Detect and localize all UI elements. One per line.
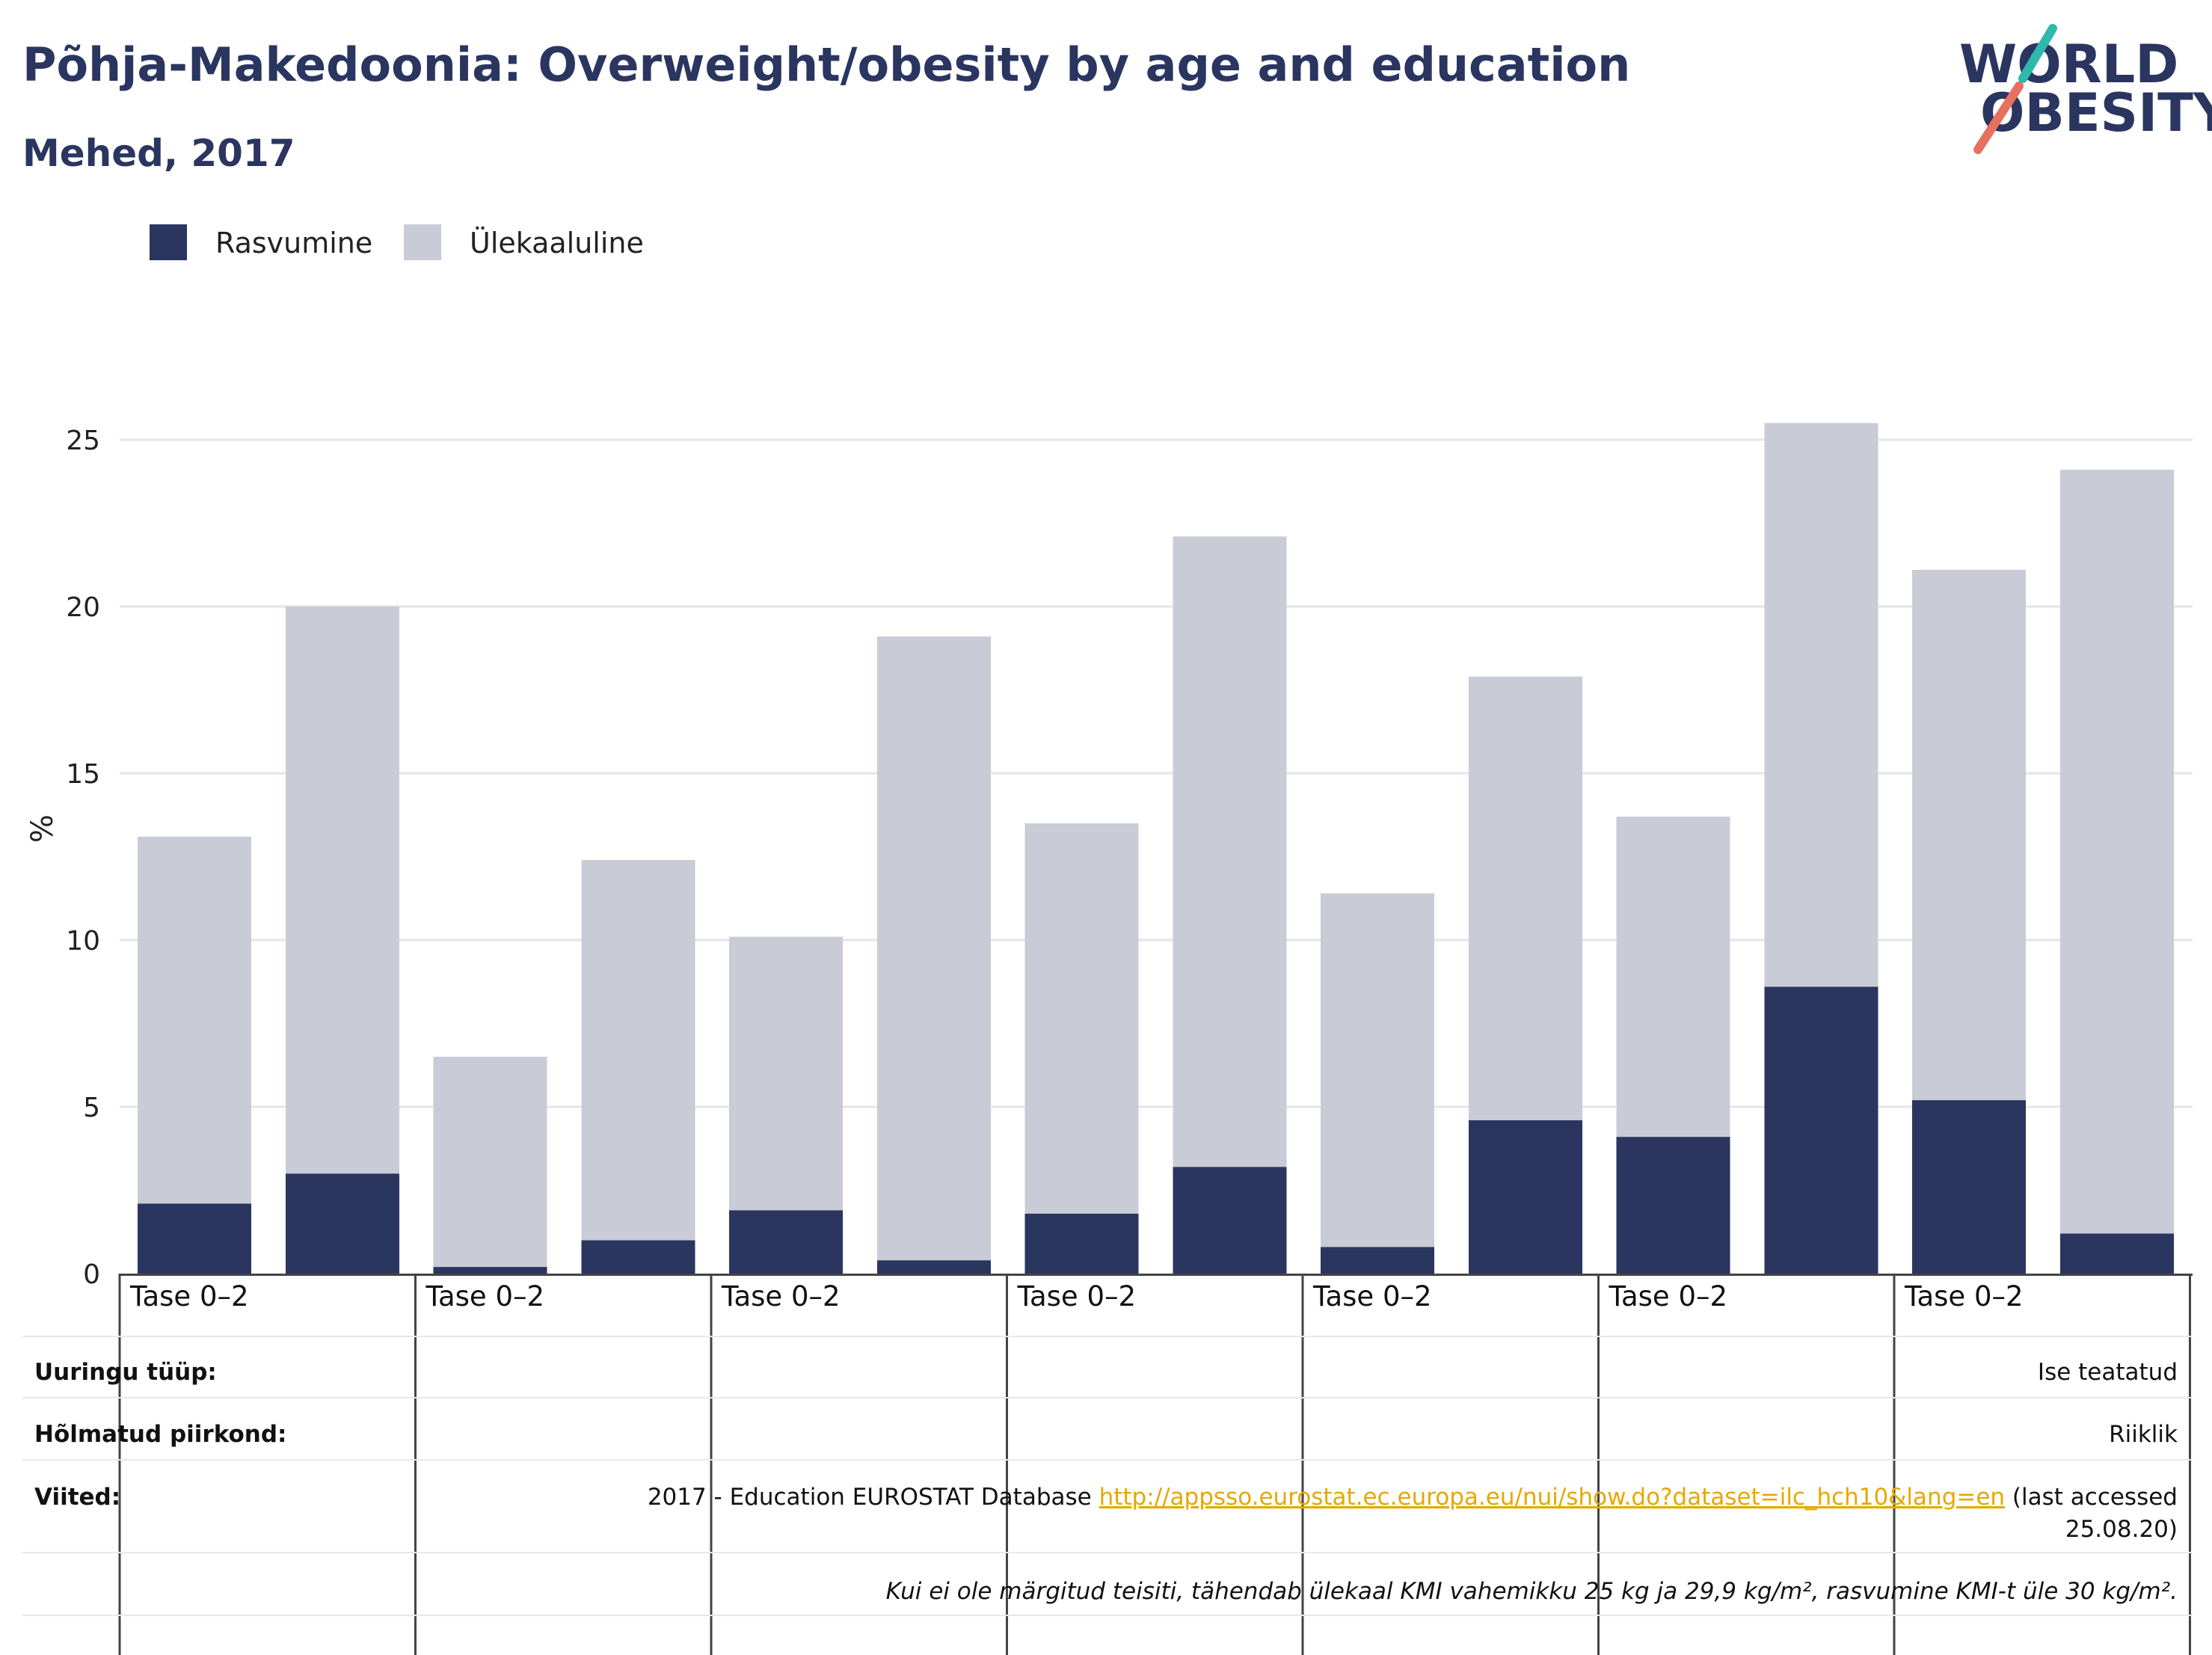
legend: Rasvumine Ülekaaluline	[150, 224, 644, 260]
references-suffix: (last accessed	[2005, 1484, 2178, 1511]
survey-type-value: Ise teatatud	[2038, 1359, 2178, 1386]
definition-note: Kui ei ole märgitud teisiti, tähendab ül…	[886, 1578, 2178, 1605]
x-category-label: Tase 0–2	[1312, 1280, 1432, 1312]
bar-ulekaaluline	[2060, 470, 2174, 1234]
bar-ulekaaluline	[1173, 536, 1287, 1167]
x-category-label: Tase 0–2	[1609, 1280, 1728, 1312]
bar-ulekaaluline	[1616, 816, 1730, 1137]
y-tick-label: 5	[83, 1093, 100, 1123]
y-tick-label: 25	[66, 426, 100, 456]
logo-teal-slash	[2018, 24, 2057, 83]
bar-rasvumine	[729, 1210, 843, 1274]
chart-subtitle: Mehed, 2017	[22, 132, 295, 175]
x-category-label: Tase 0–2	[721, 1280, 841, 1312]
bar-ulekaaluline	[286, 607, 399, 1174]
bar-rasvumine	[286, 1173, 399, 1274]
x-category-label: Tase 0–2	[1904, 1280, 2024, 1312]
logo-coral-slash	[1973, 82, 2024, 154]
coverage-value: Riiklik	[2109, 1421, 2178, 1448]
bar-rasvumine	[138, 1203, 251, 1274]
bar-ulekaaluline	[1764, 423, 1878, 987]
x-category-labels: Tase 0–2 Tase 0–2 Tase 0–2 Tase 0–2 Tase 0–2…	[118, 1274, 2191, 1655]
gridlines	[120, 438, 2193, 1108]
references-value-line2: 25.08.20)	[2065, 1516, 2178, 1543]
coverage-label: Hõlmatud piirkond:	[34, 1421, 286, 1448]
bar-rasvumine	[1469, 1120, 1582, 1274]
x-category-label: Tase 0–2	[1017, 1280, 1137, 1312]
x-category-label: Tase 0–2	[425, 1280, 545, 1312]
bar-ulekaaluline	[433, 1057, 547, 1268]
legend-label-ulekaaluline: Ülekaaluline	[470, 227, 644, 260]
bar-ulekaaluline	[1912, 569, 2026, 1101]
y-tick-label: 0	[83, 1259, 100, 1290]
bar-rasvumine	[433, 1267, 547, 1274]
bar-ulekaaluline	[1469, 676, 1582, 1120]
y-axis-label: %	[25, 814, 60, 843]
world-obesity-logo: WORLD OBESITY	[1959, 24, 2212, 154]
legend-label-rasvumine: Rasvumine	[215, 227, 372, 260]
logo-line1: WORLD	[1959, 34, 2178, 95]
y-tick-label: 10	[66, 926, 100, 957]
bar-ulekaaluline	[729, 936, 843, 1211]
bar-ulekaaluline	[877, 636, 991, 1261]
references-prefix: 2017 - Education EUROSTAT Database	[648, 1484, 1099, 1511]
chart-title: Põhja-Makedoonia: Overweight/obesity by …	[22, 37, 1630, 92]
bar-rasvumine	[1321, 1247, 1434, 1274]
references-value: 2017 - Education EUROSTAT Database http:…	[648, 1484, 2178, 1511]
bar-rasvumine	[581, 1240, 695, 1274]
bar-ulekaaluline	[1321, 893, 1434, 1247]
y-tick-labels: 0 5 10 15 20 25	[66, 426, 100, 1290]
references-label: Viited:	[34, 1484, 120, 1511]
bar-ulekaaluline	[138, 836, 251, 1204]
legend-swatch-rasvumine	[150, 224, 187, 260]
legend-swatch-ulekaaluline	[404, 224, 441, 260]
y-tick-label: 15	[66, 759, 100, 790]
bar-rasvumine	[1764, 986, 1878, 1274]
x-category-label: Tase 0–2	[129, 1280, 249, 1312]
bar-ulekaaluline	[581, 859, 695, 1241]
survey-type-label: Uuringu tüüp:	[34, 1359, 217, 1386]
bars	[120, 423, 2193, 1276]
bar-rasvumine	[1912, 1100, 2026, 1274]
bar-rasvumine	[2060, 1233, 2174, 1274]
bar-ulekaaluline	[1024, 823, 1139, 1214]
bar-rasvumine	[877, 1260, 991, 1274]
bar-rasvumine	[1173, 1167, 1287, 1274]
bar-rasvumine	[1616, 1137, 1730, 1274]
references-link[interactable]: http://appsso.eurostat.ec.europa.eu/nui/…	[1099, 1484, 2005, 1511]
info-table: Uuringu tüüp: Ise teatatud Hõlmatud piir…	[22, 1336, 2193, 1616]
bar-rasvumine	[1024, 1213, 1139, 1274]
y-tick-label: 20	[66, 592, 100, 623]
